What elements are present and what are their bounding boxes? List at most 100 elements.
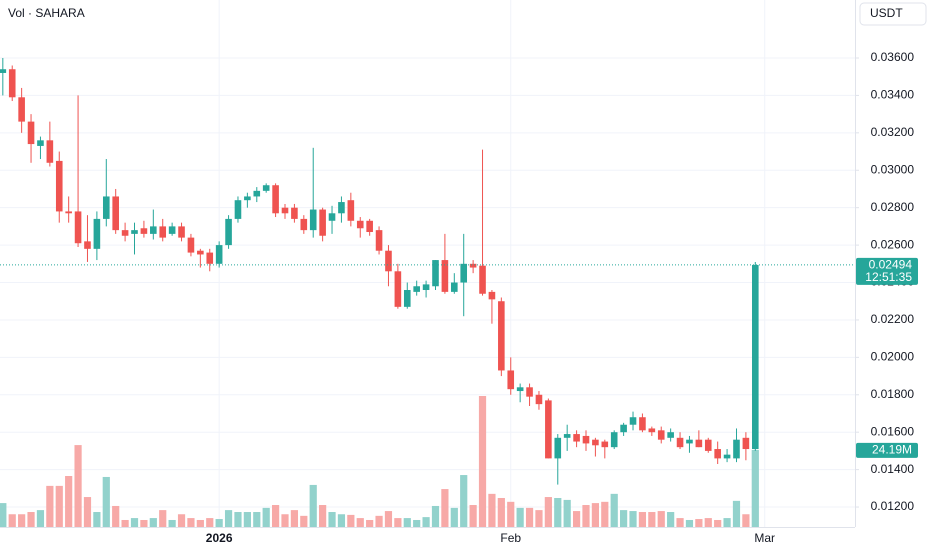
volume-bar xyxy=(525,507,534,527)
currency-label[interactable]: USDT xyxy=(870,6,903,20)
candle-body xyxy=(281,207,289,214)
candle-body xyxy=(573,434,580,442)
volume-bar xyxy=(328,512,336,527)
candle-body xyxy=(733,439,740,459)
x-tick-label: Mar xyxy=(754,531,775,545)
volume-bar xyxy=(695,519,703,527)
candle-body xyxy=(291,207,298,219)
candle-body xyxy=(460,263,468,283)
volume-bar xyxy=(243,512,251,527)
volume-bar xyxy=(732,500,741,527)
y-tick-label: 0.01600 xyxy=(871,424,915,438)
volume-bar xyxy=(93,512,101,527)
volume-bar xyxy=(704,518,712,527)
volume-bar xyxy=(112,505,120,527)
volume-bar xyxy=(450,507,458,527)
volume-bar xyxy=(629,511,637,527)
volume-bar xyxy=(0,503,7,527)
candle-body xyxy=(695,439,703,448)
volume-bar xyxy=(121,519,129,527)
volume-bar xyxy=(535,510,543,527)
candle-body xyxy=(545,400,552,459)
candle-body xyxy=(686,439,693,444)
candle-body xyxy=(225,218,232,246)
candle-body xyxy=(300,218,308,231)
candle-body xyxy=(639,417,646,431)
y-tick-label: 0.02200 xyxy=(871,312,915,326)
candle-body xyxy=(498,301,505,371)
candle-body xyxy=(385,250,392,272)
volume-bar xyxy=(723,518,731,527)
volume-bar xyxy=(601,501,609,527)
y-tick-label: 0.01800 xyxy=(871,387,915,401)
volume-bar xyxy=(65,476,73,527)
candle-body xyxy=(657,430,665,440)
volume-tag xyxy=(856,442,918,458)
volume-bar xyxy=(224,510,233,527)
candle-body xyxy=(253,190,261,197)
candle-body xyxy=(592,439,599,446)
volume-bar xyxy=(281,514,289,527)
x-tick-label: Feb xyxy=(500,531,521,545)
y-tick-label: 0.01200 xyxy=(871,499,915,513)
volume-bar xyxy=(554,497,562,527)
candle-body xyxy=(150,226,157,234)
candle-body xyxy=(403,290,411,307)
candle-body xyxy=(422,284,430,291)
volume-bar xyxy=(262,507,270,527)
candle-body xyxy=(610,432,618,448)
candle-body xyxy=(648,428,656,433)
candle-body xyxy=(55,160,63,212)
grid xyxy=(0,0,855,527)
volume-bar xyxy=(488,493,496,527)
volume-bar xyxy=(441,489,449,527)
candle-body xyxy=(37,140,44,146)
candle-body xyxy=(554,437,562,459)
candle-body xyxy=(234,200,242,219)
candle-body xyxy=(479,265,486,294)
volume-bar xyxy=(384,511,393,527)
currency-button[interactable] xyxy=(859,2,927,26)
volume-bar xyxy=(742,514,750,527)
volume-bar xyxy=(206,518,214,527)
volume-bar xyxy=(149,518,157,527)
volume-bar xyxy=(751,449,759,527)
volume-bar xyxy=(563,499,571,527)
volume-bar xyxy=(271,505,280,527)
candle-body xyxy=(535,394,543,405)
volume-bar xyxy=(347,514,355,527)
volume-bar xyxy=(638,512,647,527)
volume-bar xyxy=(516,507,524,527)
candle-body xyxy=(432,260,439,287)
volume-label: 24.19M xyxy=(872,443,912,457)
volume-bar xyxy=(667,512,675,527)
volume-bar xyxy=(469,505,477,527)
candle-body xyxy=(723,454,731,459)
candle-body xyxy=(338,202,345,214)
candle-body xyxy=(159,226,167,238)
countdown-label: 12:51:35 xyxy=(865,270,912,284)
candle-body xyxy=(168,226,176,234)
candle-body xyxy=(0,69,7,73)
candle-body xyxy=(601,441,609,448)
candle-body xyxy=(197,250,204,255)
volume-bar xyxy=(403,518,411,527)
candle-body xyxy=(112,196,119,231)
candle-body xyxy=(507,370,515,390)
volume-bar xyxy=(337,514,346,527)
candle-body xyxy=(366,220,373,233)
candle-body xyxy=(121,230,129,236)
volume-bar xyxy=(714,519,722,527)
candle-body xyxy=(262,185,270,191)
candle-body xyxy=(347,200,355,221)
candle-body xyxy=(206,252,214,264)
volume-bar xyxy=(610,493,618,527)
candle-body xyxy=(328,213,336,221)
candle-body xyxy=(742,437,750,450)
volume-bar xyxy=(55,485,63,527)
candle-body xyxy=(178,226,185,238)
volume-bar xyxy=(234,512,242,527)
candle-body xyxy=(46,140,54,163)
candle-body xyxy=(714,449,721,459)
